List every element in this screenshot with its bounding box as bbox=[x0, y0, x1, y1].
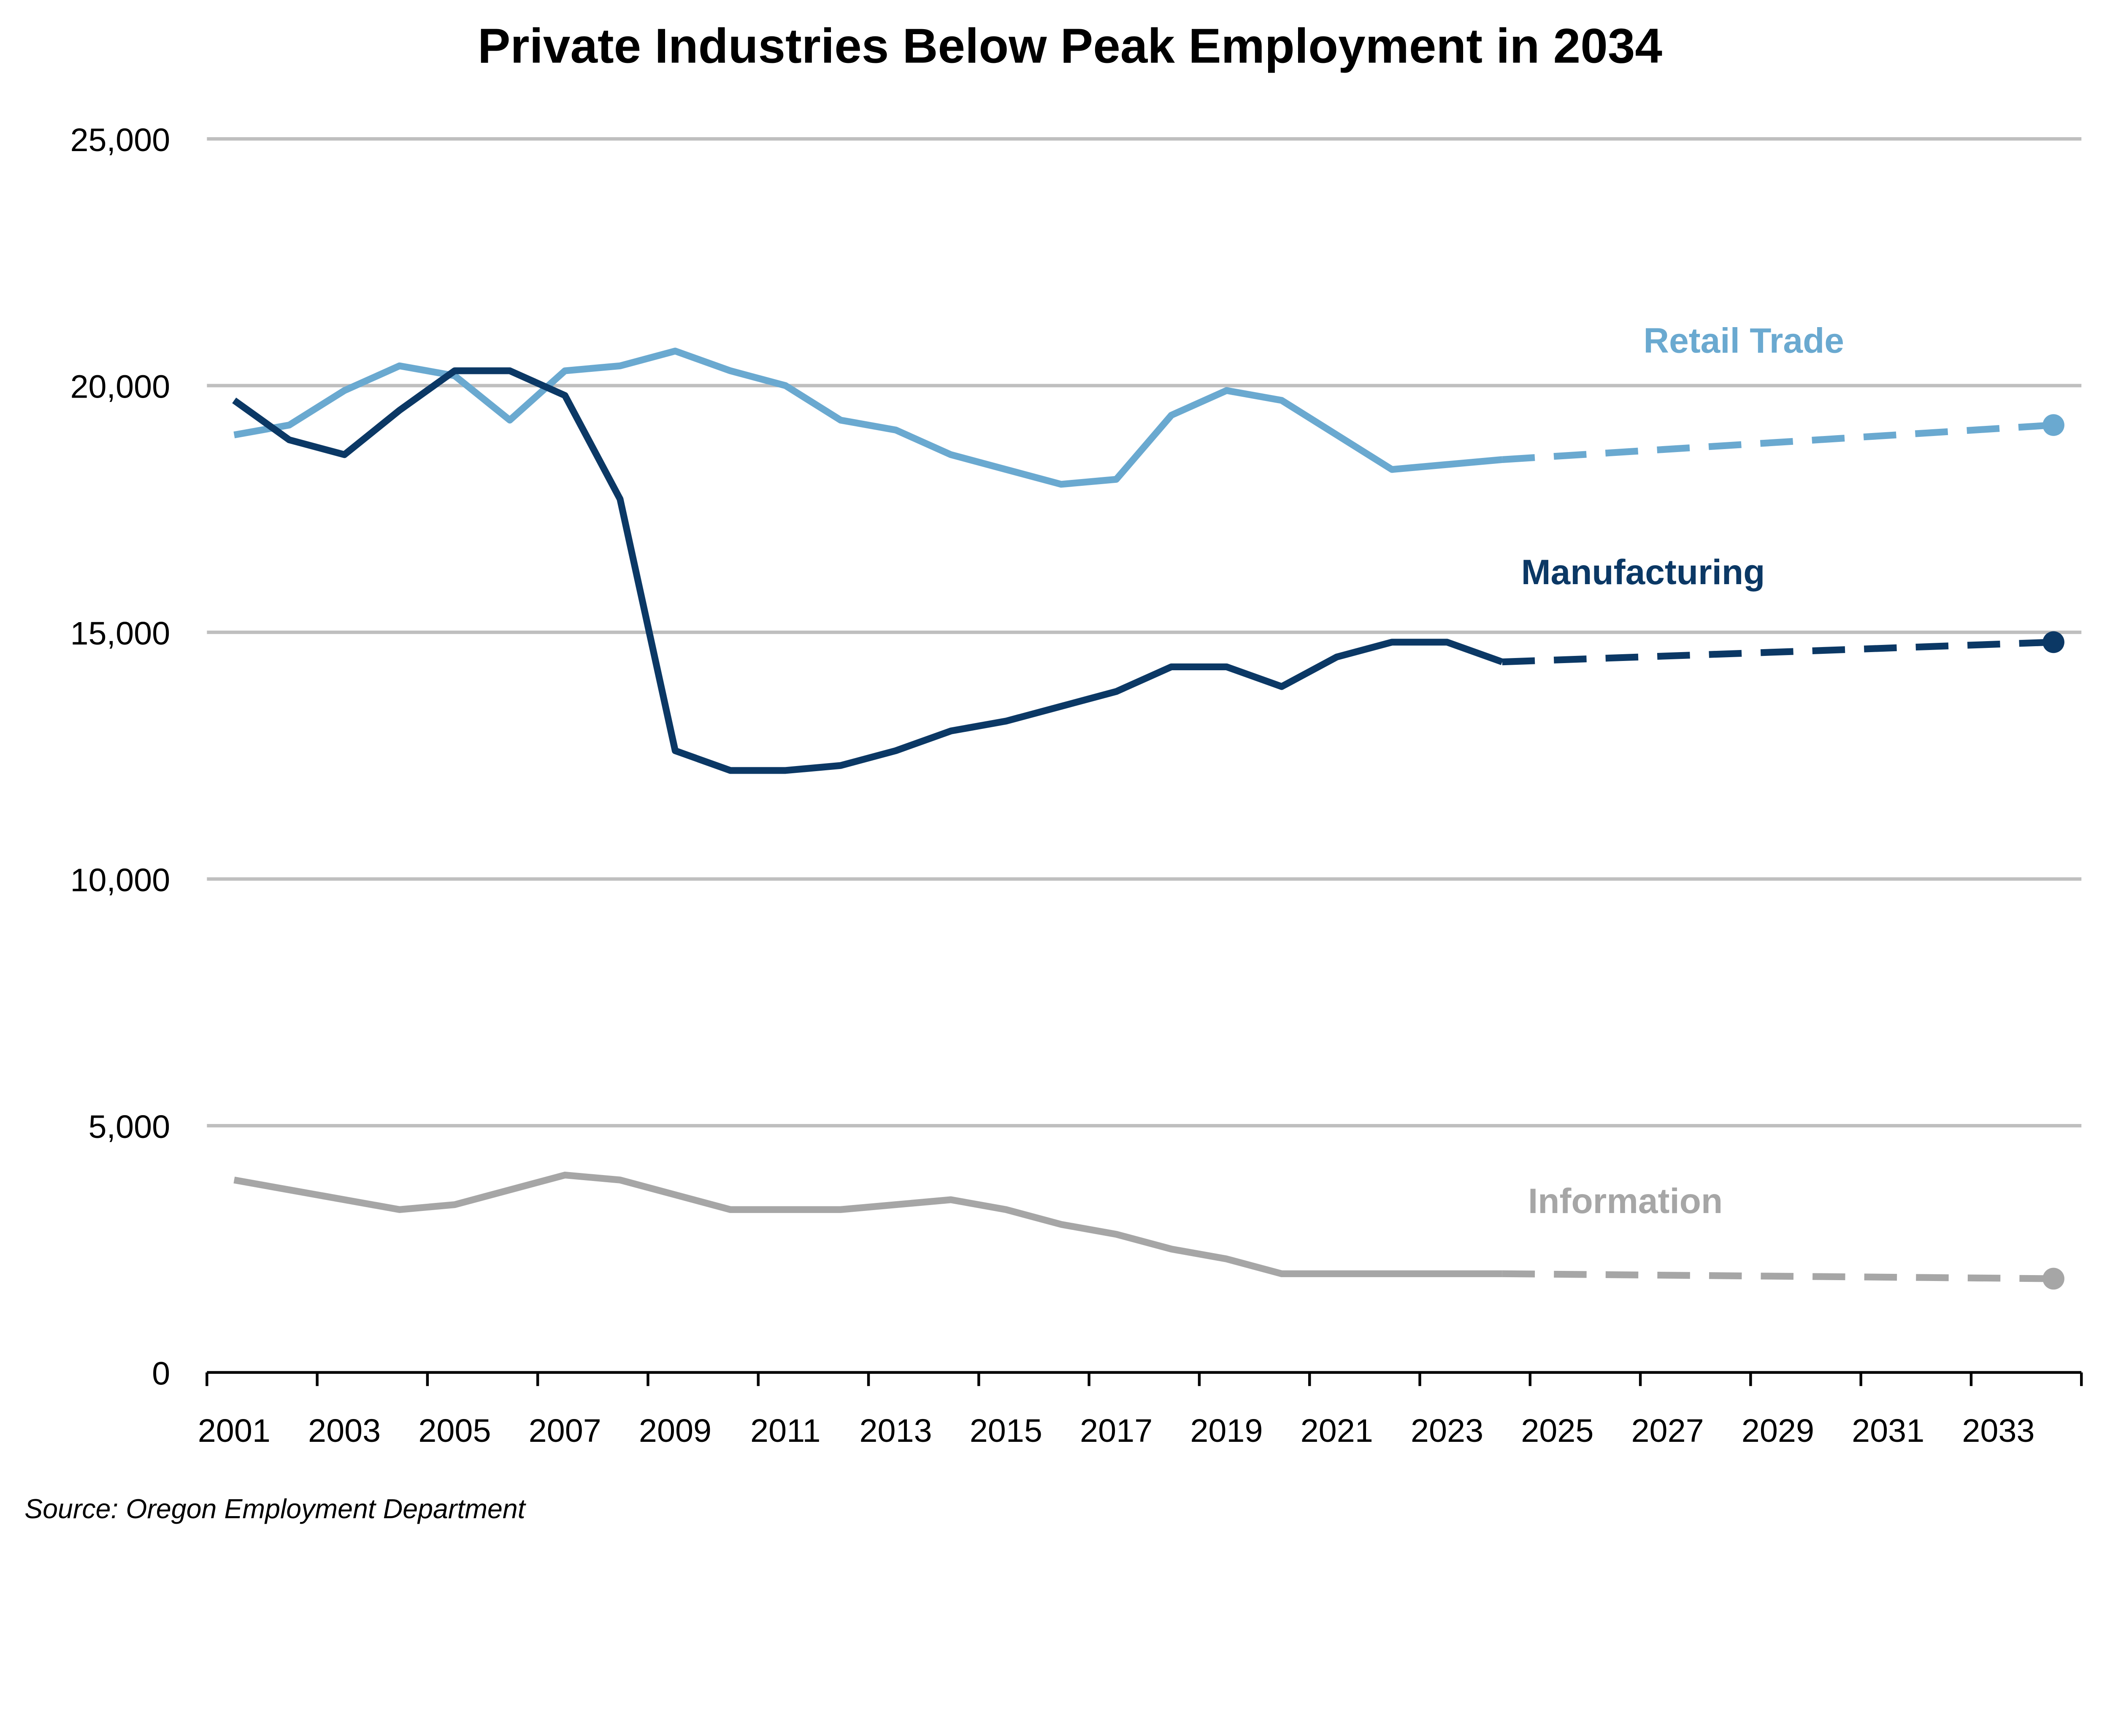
forecast-line-manufacturing bbox=[1502, 639, 2054, 666]
data-point-retail-trade bbox=[344, 390, 345, 391]
data-point-manufacturing bbox=[399, 410, 400, 411]
y-axis: 0 5,000 10,000 15,000 20,000 25,000 bbox=[70, 122, 170, 1392]
y-tick-label: 10,000 bbox=[70, 862, 170, 899]
y-tick-label: 20,000 bbox=[70, 369, 170, 405]
data-point-retail-trade bbox=[1226, 390, 1227, 391]
x-axis: 2001 2003 2005 2007 2009 2011 2013 2015 2017 2019… bbox=[198, 1371, 2083, 1449]
data-point-manufacturing bbox=[1116, 691, 1117, 692]
x-tick-label: 2007 bbox=[529, 1413, 601, 1449]
line-chart: Private Industries Below Peak Employment… bbox=[24, 18, 2083, 1524]
series-label-retail-trade: Retail Trade bbox=[1644, 320, 1844, 360]
y-tick-label: 25,000 bbox=[70, 122, 170, 158]
x-tick-label: 2013 bbox=[859, 1413, 932, 1449]
source-note: Source: Oregon Employment Department bbox=[24, 1494, 527, 1524]
forecast-line-retail-trade bbox=[1502, 422, 2054, 463]
x-tick-label: 2001 bbox=[198, 1413, 271, 1449]
data-point-manufacturing bbox=[675, 750, 676, 751]
series-line-manufacturing bbox=[232, 367, 1504, 774]
series-lines bbox=[232, 347, 2064, 1290]
data-point-information bbox=[675, 1194, 676, 1195]
forecast-end-marker-retail-trade bbox=[2042, 414, 2064, 436]
data-point-manufacturing bbox=[895, 750, 896, 751]
forecast-line-information bbox=[1502, 1270, 2054, 1282]
y-tick-label: 0 bbox=[152, 1356, 170, 1392]
x-tick-label: 2011 bbox=[750, 1413, 820, 1449]
gridlines bbox=[207, 137, 2082, 1128]
x-tick-label: 2027 bbox=[1631, 1413, 1704, 1449]
x-tick-label: 2025 bbox=[1521, 1413, 1593, 1449]
x-tick-label: 2021 bbox=[1301, 1413, 1373, 1449]
x-tick-label: 2015 bbox=[970, 1413, 1042, 1449]
y-tick-label: 15,000 bbox=[70, 615, 170, 652]
y-tick-label: 5,000 bbox=[89, 1109, 170, 1145]
x-tick-label: 2017 bbox=[1080, 1413, 1152, 1449]
series-line-information bbox=[233, 1171, 1502, 1277]
forecast-end-marker-manufacturing bbox=[2042, 631, 2064, 653]
series-label-information: Information bbox=[1528, 1181, 1723, 1221]
x-tick-label: 2023 bbox=[1411, 1413, 1483, 1449]
x-tick-label: 2029 bbox=[1742, 1413, 1814, 1449]
series-label-manufacturing: Manufacturing bbox=[1521, 552, 1765, 592]
series-line-retail-trade bbox=[233, 347, 1503, 488]
chart-title: Private Industries Below Peak Employment… bbox=[478, 18, 1662, 73]
data-point-manufacturing bbox=[785, 770, 786, 771]
data-point-retail-trade bbox=[785, 385, 786, 386]
data-point-manufacturing bbox=[234, 400, 235, 401]
data-point-information bbox=[1336, 1273, 1337, 1274]
data-point-information bbox=[1116, 1234, 1117, 1235]
series-labels: Retail Trade Manufacturing Information bbox=[1521, 320, 1844, 1221]
x-tick-label: 2009 bbox=[639, 1413, 711, 1449]
x-tick-label: 2005 bbox=[418, 1413, 491, 1449]
x-tick-label: 2019 bbox=[1190, 1413, 1263, 1449]
x-tick-label: 2003 bbox=[308, 1413, 381, 1449]
x-tick-label: 2031 bbox=[1852, 1413, 1924, 1449]
forecast-end-marker-information bbox=[2042, 1267, 2064, 1290]
x-tick-label: 2033 bbox=[1962, 1413, 2034, 1449]
